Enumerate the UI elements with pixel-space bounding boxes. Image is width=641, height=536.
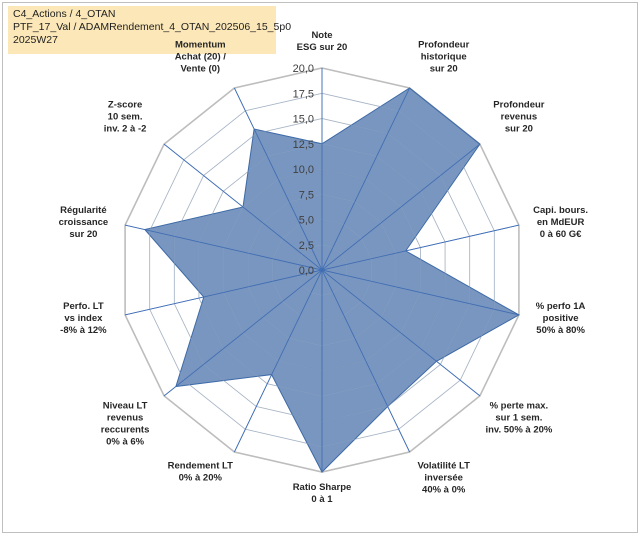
axis-spoke-overlay	[321, 269, 410, 453]
axis-label: Régularité croissance sur 20	[59, 205, 109, 240]
axis-spoke-overlay	[321, 87, 410, 271]
axis-label: Momentum Achat (20) / Vente (0)	[175, 39, 227, 74]
axis-spoke-overlay	[234, 269, 323, 453]
info-line-2: PTF_17_Val / ADAMRendement_4_OTAN_202506…	[13, 21, 292, 33]
axis-label-line: positive	[543, 313, 579, 324]
axis-label-line: Vente (0)	[180, 63, 220, 74]
axis-label: % perfo 1A positive 50% à 80%	[536, 301, 586, 336]
axis-label-line: reccurents	[101, 425, 150, 436]
tick-label: 20,0	[293, 63, 314, 75]
tick-label: 5,0	[299, 215, 314, 227]
axis-label-line: revenus	[501, 111, 537, 122]
axis-label-line: sur 20	[69, 229, 97, 240]
axis-label-line: inversée	[424, 473, 463, 484]
axis-label-line: Volatilité LT	[417, 461, 470, 472]
axis-label-line: Ratio Sharpe	[293, 482, 352, 493]
axis-label-line: sur 1 sem.	[495, 413, 542, 424]
axis-label-line: 50% à 80%	[536, 325, 585, 336]
axis-label: Note ESG sur 20	[297, 30, 348, 53]
axis-label-line: Momentum	[175, 39, 226, 50]
tick-label: 12,5	[293, 139, 314, 151]
info-box: C4_Actions / 4_OTAN PTF_17_Val / ADAMRen…	[8, 6, 292, 54]
axis-spoke-overlay	[321, 143, 481, 271]
tick-label: 2,5	[299, 240, 314, 252]
axis-label: Rendement LT 0% à 20%	[168, 461, 233, 484]
axis-spoke-overlay	[321, 269, 481, 397]
axis-label-line: Capi. bours.	[533, 205, 588, 216]
axis-label: Niveau LT revenus reccurents 0% à 6%	[101, 401, 150, 448]
axis-label-line: revenus	[107, 413, 143, 424]
axis-label: Profondeur historique sur 20	[418, 39, 469, 74]
tick-label: 0,0	[299, 265, 314, 277]
axis-label-line: historique	[421, 51, 467, 62]
axis-label-line: 10 sem.	[108, 111, 143, 122]
axis-label: Profondeur revenus sur 20	[493, 99, 544, 134]
axis-spoke-overlay	[321, 269, 519, 316]
axis-label-line: 0% à 20%	[179, 473, 223, 484]
axis-label-line: Achat (20) /	[175, 51, 227, 62]
axis-label-line: -8% à 12%	[60, 325, 107, 336]
axis-label-line: sur 20	[430, 63, 458, 74]
axis-label-line: Z-score	[108, 99, 142, 110]
tick-label: 17,5	[293, 88, 314, 100]
axis-label: Volatilité LT inversée 40% à 0%	[417, 461, 470, 496]
axis-label-line: vs index	[64, 313, 103, 324]
axis-spoke-overlay	[321, 224, 519, 271]
axis-spoke-overlay	[163, 143, 323, 271]
axis-label-line: % perte max.	[490, 401, 549, 412]
axis-label-line: ESG sur 20	[297, 42, 348, 53]
axis-label: Ratio Sharpe 0 à 1	[293, 482, 352, 505]
axis-label-line: Niveau LT	[103, 401, 148, 412]
axis-label-line: inv. 2 à -2	[104, 123, 147, 134]
axis-label-line: inv. 50% à 20%	[485, 425, 552, 436]
axis-label: Capi. bours. en MdEUR 0 à 60 G€	[533, 205, 588, 240]
axis-label-line: Profondeur	[493, 99, 544, 110]
axis-spoke-overlay	[125, 224, 323, 271]
axis-label-line: Régularité	[60, 205, 106, 216]
info-line-1: C4_Actions / 4_OTAN	[13, 8, 116, 20]
axis-label: Z-score 10 sem. inv. 2 à -2	[104, 99, 147, 134]
tick-label: 15,0	[293, 114, 314, 126]
axis-label-line: en MdEUR	[537, 217, 585, 228]
tick-label: 7,5	[299, 189, 314, 201]
axis-label-line: 0% à 6%	[106, 437, 145, 448]
info-line-3: 2025W27	[13, 34, 58, 46]
axis-spoke-overlay	[234, 87, 323, 271]
axis-label-line: Note	[311, 30, 332, 41]
axis-label-line: 0 à 1	[311, 494, 333, 505]
axis-spoke-overlay	[125, 269, 323, 316]
axis-label: % perte max. sur 1 sem. inv. 50% à 20%	[485, 401, 552, 436]
axis-spoke-overlay	[163, 269, 323, 397]
axis-label-line: Rendement LT	[168, 461, 233, 472]
axis-label-line: sur 20	[505, 123, 533, 134]
axis-label-line: 0 à 60 G€	[540, 229, 582, 240]
axis-label-line: 40% à 0%	[422, 485, 466, 496]
tick-label: 10,0	[293, 164, 314, 176]
axis-label-line: Perfo. LT	[63, 301, 104, 312]
axis-label: Perfo. LT vs index -8% à 12%	[60, 301, 107, 336]
axis-label-line: Profondeur	[418, 39, 469, 50]
axis-label-line: croissance	[59, 217, 109, 228]
axis-label-line: % perfo 1A	[536, 301, 586, 312]
